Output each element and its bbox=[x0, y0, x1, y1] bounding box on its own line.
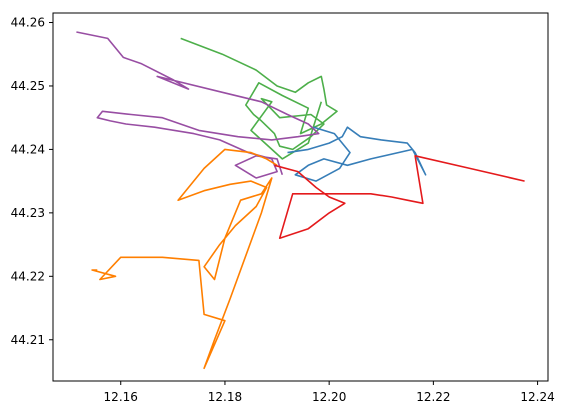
series-line-5 bbox=[274, 155, 525, 239]
y-tick-label: 44.22 bbox=[11, 269, 45, 283]
x-tick-label: 12.18 bbox=[208, 390, 242, 404]
y-tick-label: 44.23 bbox=[11, 206, 45, 220]
x-tick-label: 12.22 bbox=[416, 390, 450, 404]
series-line-2 bbox=[76, 31, 320, 179]
series-line-1 bbox=[180, 37, 338, 160]
x-axis: 12.16 12.18 12.20 12.22 12.24 bbox=[104, 381, 555, 404]
series-layer bbox=[76, 31, 525, 370]
y-tick-label: 44.25 bbox=[11, 79, 45, 93]
x-tick-label: 12.20 bbox=[312, 390, 346, 404]
y-tick-label: 44.21 bbox=[11, 333, 45, 347]
series-line-3 bbox=[287, 126, 427, 182]
series-line-4 bbox=[91, 148, 278, 370]
x-tick-label: 12.24 bbox=[520, 390, 554, 404]
plot-frame bbox=[52, 12, 549, 382]
y-tick-label: 44.24 bbox=[11, 142, 45, 156]
x-tick-label: 12.16 bbox=[104, 390, 138, 404]
y-tick-label: 44.26 bbox=[11, 16, 45, 30]
y-axis: 44.21 44.22 44.23 44.24 44.25 44.26 bbox=[11, 16, 53, 347]
